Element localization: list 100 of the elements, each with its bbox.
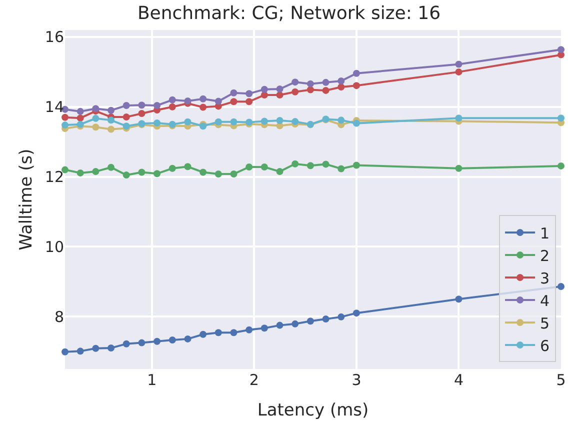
- point: [154, 102, 161, 109]
- point: [276, 92, 284, 98]
- point: [352, 82, 360, 90]
- y-tick-label: 10: [44, 238, 64, 256]
- point: [230, 329, 238, 336]
- point: [108, 116, 115, 124]
- point: [154, 338, 161, 345]
- point: [352, 70, 360, 77]
- point: [292, 78, 299, 86]
- point: [92, 168, 100, 176]
- point: [322, 316, 330, 323]
- point: [352, 162, 360, 169]
- point: [338, 116, 345, 124]
- point: [92, 124, 100, 131]
- point: [62, 114, 68, 121]
- point: [246, 98, 253, 106]
- point: [292, 118, 299, 126]
- legend-label: 6: [540, 336, 550, 355]
- point: [108, 344, 115, 352]
- point: [168, 96, 176, 104]
- point: [138, 102, 146, 109]
- y-tick-label: 16: [44, 28, 64, 46]
- point: [200, 168, 207, 176]
- point: [322, 160, 330, 168]
- point: [76, 169, 84, 176]
- x-tick-label: 5: [556, 371, 566, 389]
- point: [138, 339, 146, 346]
- point: [292, 160, 299, 168]
- point: [260, 324, 268, 332]
- point: [455, 68, 462, 76]
- point: [352, 120, 360, 127]
- point: [108, 126, 115, 133]
- point: [558, 114, 564, 122]
- point: [230, 98, 238, 106]
- legend-label: 3: [540, 269, 550, 288]
- point: [260, 118, 268, 125]
- legend-label: 4: [540, 292, 550, 310]
- point: [92, 344, 100, 352]
- x-axis-title: Latency (ms): [257, 400, 369, 420]
- point: [306, 318, 314, 325]
- point: [138, 168, 146, 176]
- point: [184, 97, 192, 104]
- point: [122, 172, 130, 179]
- point: [260, 86, 268, 93]
- x-tick-label: 4: [454, 371, 464, 389]
- point: [76, 108, 84, 115]
- point: [338, 83, 345, 90]
- point: [306, 86, 314, 94]
- point: [168, 164, 176, 172]
- point: [338, 78, 345, 85]
- point: [230, 118, 238, 126]
- point: [276, 168, 284, 176]
- point: [455, 60, 462, 68]
- point: [214, 170, 222, 178]
- point: [168, 103, 176, 110]
- point: [92, 105, 100, 112]
- point: [108, 164, 115, 171]
- point: [322, 86, 330, 94]
- point: [184, 118, 192, 126]
- point: [230, 89, 238, 96]
- point: [246, 90, 253, 98]
- y-tick-label: 12: [44, 168, 64, 186]
- point: [246, 164, 253, 170]
- point: [62, 348, 68, 356]
- legend-label: 2: [540, 246, 550, 265]
- point: [455, 114, 462, 122]
- point: [184, 335, 192, 342]
- point: [276, 322, 284, 329]
- point: [322, 78, 330, 86]
- point: [338, 165, 345, 172]
- point: [306, 80, 314, 88]
- point: [214, 329, 222, 336]
- legend-label: 5: [540, 314, 550, 332]
- point: [92, 114, 100, 122]
- point: [200, 95, 207, 102]
- point: [352, 310, 360, 317]
- point: [62, 166, 68, 174]
- point: [200, 330, 207, 338]
- point: [338, 313, 345, 320]
- point: [276, 117, 284, 124]
- point: [246, 326, 253, 334]
- point: [76, 114, 84, 122]
- point: [200, 104, 207, 111]
- point: [122, 102, 130, 109]
- point: [230, 170, 238, 178]
- point: [558, 283, 564, 290]
- point: [108, 106, 115, 114]
- point: [122, 340, 130, 348]
- point: [214, 98, 222, 105]
- y-tick-label: 8: [54, 308, 64, 326]
- point: [292, 88, 299, 96]
- point: [184, 163, 192, 170]
- x-tick-label: 1: [147, 371, 157, 389]
- point: [168, 336, 176, 344]
- x-tick-label: 2: [249, 371, 259, 389]
- point: [558, 46, 564, 54]
- point: [62, 122, 68, 129]
- point: [154, 170, 161, 178]
- point: [455, 164, 462, 172]
- point: [138, 110, 146, 118]
